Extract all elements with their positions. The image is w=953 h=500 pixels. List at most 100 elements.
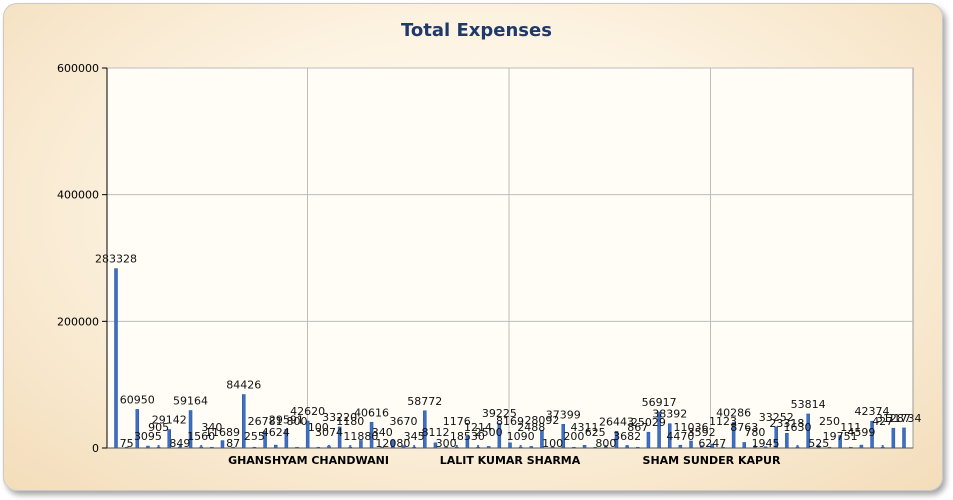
data-label: 59164 xyxy=(173,395,208,408)
data-label: 29591 xyxy=(269,413,304,426)
bar xyxy=(774,426,778,449)
baseline-marker xyxy=(796,445,799,447)
data-label: 19751 xyxy=(823,430,858,443)
bar xyxy=(572,446,576,449)
data-label: 4470 xyxy=(666,430,694,443)
bar xyxy=(880,446,885,449)
data-label: 100 xyxy=(308,421,329,434)
data-label: 849 xyxy=(169,437,190,450)
data-labels: 2833287560950309590529142849591641560340… xyxy=(95,253,922,450)
baseline-marker xyxy=(732,445,735,447)
data-label: 87 xyxy=(226,437,240,450)
bar xyxy=(369,422,374,449)
data-label: 39225 xyxy=(482,407,517,420)
bar xyxy=(721,446,725,449)
baseline-marker xyxy=(690,445,693,447)
data-label: 60950 xyxy=(120,393,155,406)
baseline-marker xyxy=(604,445,607,447)
data-label: 8169 xyxy=(496,415,524,428)
data-label: 84426 xyxy=(226,379,261,392)
data-label: 33252 xyxy=(759,411,794,424)
baseline-marker xyxy=(285,445,288,447)
chart-title: Total Expenses xyxy=(401,20,552,41)
bar xyxy=(273,444,278,449)
bar xyxy=(667,423,672,449)
baseline-marker xyxy=(753,445,756,447)
data-label: 6247 xyxy=(698,437,726,450)
data-label: 11036 xyxy=(674,421,709,434)
data-label: 800 xyxy=(287,415,308,428)
data-label: 111 xyxy=(840,421,861,434)
baseline-marker xyxy=(349,445,352,447)
baseline-marker xyxy=(562,445,565,447)
data-label: 1090 xyxy=(507,430,535,443)
bar xyxy=(518,446,523,449)
data-label: 340 xyxy=(372,426,393,439)
data-label: 8112 xyxy=(421,426,449,439)
baseline-marker xyxy=(264,445,267,447)
bar-series xyxy=(114,268,906,449)
bar xyxy=(231,446,235,449)
data-label: 3592 xyxy=(688,426,716,439)
plot-area xyxy=(106,67,914,449)
data-label: 40616 xyxy=(354,406,389,419)
baseline-marker xyxy=(711,445,714,447)
data-label: 1945 xyxy=(752,437,780,450)
data-label: 38392 xyxy=(652,408,687,421)
bar xyxy=(902,427,906,449)
baseline-marker xyxy=(391,445,394,447)
bar xyxy=(178,446,182,449)
bar xyxy=(295,446,299,449)
baseline-marker xyxy=(626,445,629,447)
bar xyxy=(742,442,747,449)
baseline-marker xyxy=(370,445,373,447)
data-label: 1560 xyxy=(187,430,215,443)
data-label: 33220 xyxy=(322,411,357,424)
baseline-marker xyxy=(668,445,671,447)
data-label: 283328 xyxy=(95,253,137,266)
data-label: 8763 xyxy=(730,421,758,434)
bar xyxy=(305,420,310,449)
bar xyxy=(849,446,853,449)
bar xyxy=(114,268,118,449)
baseline-marker xyxy=(115,445,117,447)
bar xyxy=(220,440,225,449)
data-label: 58772 xyxy=(407,395,442,408)
x-axis-categories: GHANSHYAM CHANDWANI LALIT KUMAR SHARMA SHA… xyxy=(228,454,781,467)
data-label: 11880 xyxy=(343,430,378,443)
bar xyxy=(753,446,757,449)
bar xyxy=(380,446,384,449)
baseline-marker xyxy=(583,445,586,447)
baseline-marker xyxy=(221,445,224,447)
baseline-marker xyxy=(178,445,181,447)
data-label: 12080 xyxy=(375,437,410,450)
data-label: 625 xyxy=(585,426,606,439)
data-label: 18530 xyxy=(450,430,485,443)
bar xyxy=(870,420,874,449)
data-label: 2500 xyxy=(475,426,503,439)
bar xyxy=(156,446,161,449)
data-label: 56917 xyxy=(642,396,677,409)
baseline-marker xyxy=(434,445,437,447)
data-label: 3670 xyxy=(390,415,418,428)
bar xyxy=(135,409,140,449)
data-label: 23318 xyxy=(769,417,804,430)
baseline-marker xyxy=(860,445,863,447)
bar xyxy=(476,446,480,449)
bar xyxy=(550,446,555,449)
data-label: 1630 xyxy=(784,421,812,434)
bar xyxy=(891,427,896,449)
baseline-marker xyxy=(903,445,905,447)
y-tick-label: 0 xyxy=(92,442,99,455)
baseline-marker xyxy=(881,445,884,447)
data-label: 905 xyxy=(148,421,169,434)
x-category-label: SHAM SUNDER KAPUR xyxy=(643,454,781,467)
data-label: 100 xyxy=(542,437,563,450)
data-label: 4624 xyxy=(262,426,290,439)
grid-lines xyxy=(107,67,913,448)
bar xyxy=(731,422,736,449)
bar xyxy=(561,424,565,449)
bar xyxy=(785,432,789,449)
data-label: 29142 xyxy=(152,414,187,427)
